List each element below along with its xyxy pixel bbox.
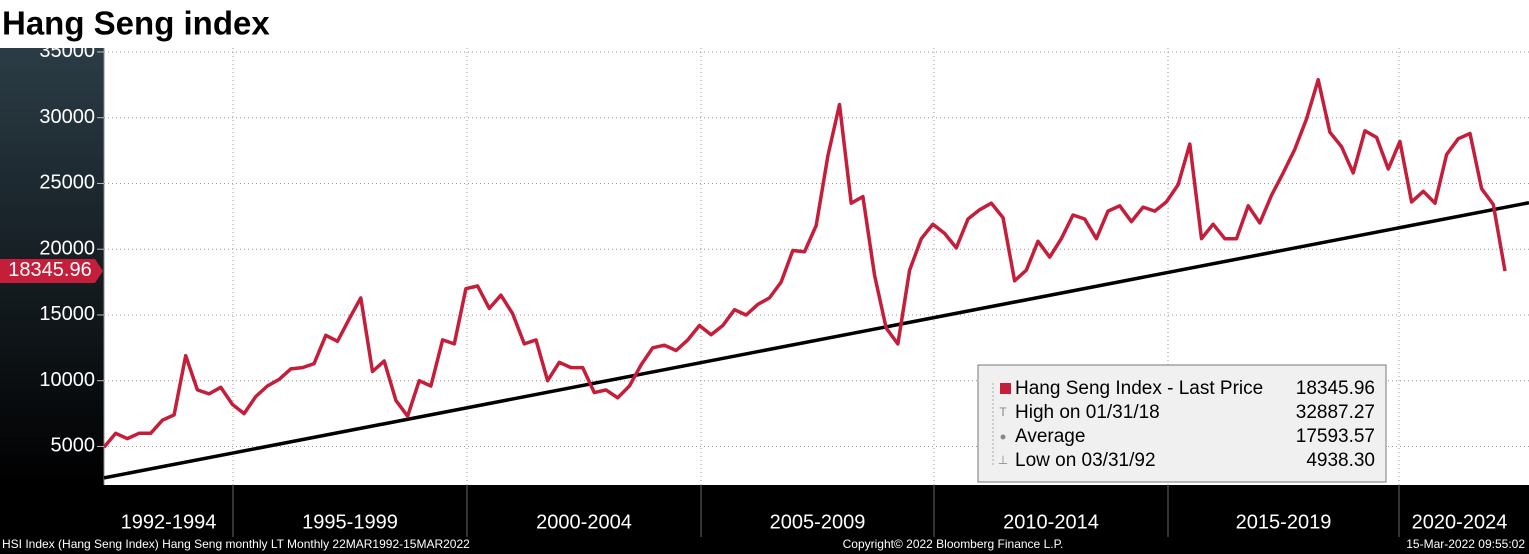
x-period-label: 2005-2009: [770, 511, 866, 533]
x-period-label: 1992-1994: [121, 511, 217, 533]
footer-left: HSI Index (Hang Seng Index) Hang Seng mo…: [2, 537, 470, 551]
x-period-label: 1995-1999: [302, 511, 398, 533]
x-period-label: 2000-2004: [536, 511, 632, 533]
legend-label: Hang Seng Index - Last Price: [1015, 378, 1263, 399]
legend-stat-value: 32887.27: [1296, 402, 1375, 423]
legend-box: [977, 364, 1387, 483]
header-bg: [0, 0, 1529, 48]
y-tick-label: 25000: [39, 172, 95, 194]
legend-icon: T: [999, 405, 1007, 419]
footer-center: Copyright© 2022 Bloomberg Finance L.P.: [843, 537, 1064, 551]
x-period-label: 2015-2019: [1236, 511, 1332, 533]
legend-stat-label: High on 01/31/18: [1015, 402, 1160, 423]
y-tick-label: 35000: [39, 40, 95, 62]
trend-line: [103, 201, 1529, 480]
last-price-tag: [0, 258, 103, 283]
x-period-label: 2010-2014: [1003, 511, 1099, 533]
y-tick-label: 10000: [39, 369, 95, 391]
x-axis-panel: [0, 485, 1529, 554]
legend-icon: [1000, 434, 1006, 440]
legend-stat-label: Low on 03/31/92: [1015, 450, 1156, 471]
price-line: [102, 77, 1507, 449]
legend-swatch: [1000, 383, 1011, 394]
plot: [102, 77, 1529, 480]
legend-icon: ⊥: [998, 453, 1008, 467]
legend-stat-label: Average: [1015, 426, 1085, 447]
chart-title: Hang Seng index: [2, 5, 270, 42]
x-period-label: 2020-2024: [1412, 511, 1508, 533]
y-tick-label: 15000: [39, 303, 95, 325]
legend-stat-value: 4938.30: [1306, 450, 1375, 471]
footer: HSI Index (Hang Seng Index) Hang Seng mo…: [2, 537, 1525, 551]
legend: Hang Seng Index - Last Price 18345.96 T …: [977, 364, 1387, 483]
legend-stat-value: 17593.57: [1296, 426, 1375, 447]
y-tick-label: 30000: [39, 106, 95, 128]
footer-right: 15-Mar-2022 09:55:02: [1406, 537, 1525, 551]
legend-value: 18345.96: [1296, 378, 1375, 399]
y-tick-label: 5000: [51, 435, 96, 457]
y-tick-label: 20000: [39, 237, 95, 259]
last-price-label: 18345.96: [8, 259, 91, 281]
grid: [104, 48, 1529, 485]
